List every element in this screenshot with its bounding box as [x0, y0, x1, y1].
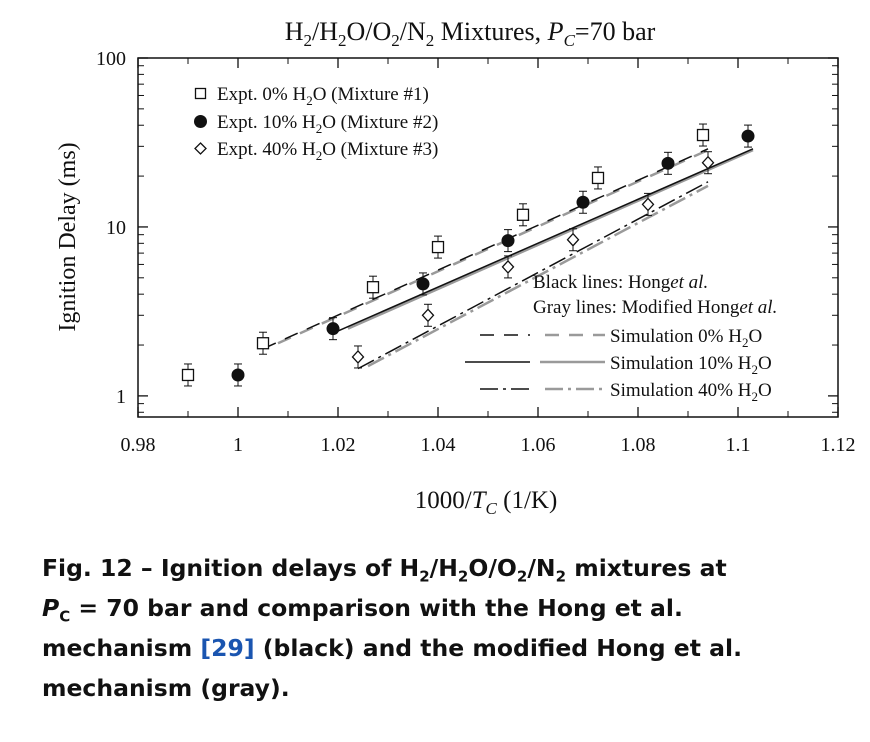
citation-link[interactable]: [29] [200, 634, 255, 662]
simulation-lines [262, 148, 754, 370]
legend-label-sim-0: Simulation 0% H2O [610, 326, 762, 350]
legend-simulations: Simulation 0% H2O Simulation 10% H2O Sim… [465, 326, 772, 404]
mixture-1-point [181, 368, 195, 382]
x-tick-label: 1.02 [321, 434, 356, 456]
mixture-1-point [516, 208, 530, 221]
legend-diamond-icon [194, 142, 207, 155]
mixture-3-point [566, 232, 580, 247]
y-axis-label: Ignition Delay (ms) [55, 142, 81, 331]
mixture-2-point [416, 277, 430, 291]
mixture-3-point [641, 197, 655, 212]
ignition-delay-chart: H2/H2O/O2/N2 Mixtures, PC=70 bar 0.98 1 1.… [55, 17, 856, 518]
x-tick-label: 0.98 [121, 434, 156, 456]
y-tick-label: 10 [106, 217, 126, 239]
x-axis-label: 1000/TC (1/K) [415, 487, 558, 518]
legend-label-mixture-2: Expt. 10% H2O (Mixture #2) [217, 112, 438, 136]
annotation-black-lines: Black lines: Honget al. [533, 272, 708, 293]
legend-circle-icon [194, 115, 207, 128]
legend-label-mixture-3: Expt. 40% H2O (Mixture #3) [217, 139, 438, 163]
legend-label-sim-10: Simulation 10% H2O [610, 353, 772, 377]
x-tick-label: 1.08 [621, 434, 656, 456]
sim-10pct-gray-line [347, 148, 754, 330]
axis-ticks [137, 57, 839, 417]
legend-label-sim-40: Simulation 40% H2O [610, 380, 772, 404]
mixture-3-point [351, 349, 365, 364]
mixture-2-point [231, 368, 245, 382]
x-tick-label: 1.1 [726, 434, 751, 456]
sim-0pct-black-line [262, 148, 709, 350]
x-tick-label: 1.04 [421, 434, 456, 456]
mixture-3-point [701, 155, 715, 170]
x-tick-label: 1.06 [521, 434, 556, 456]
data-markers [181, 123, 755, 387]
mixture-3-point [501, 259, 515, 274]
sim-40pct-gray-line [367, 184, 709, 368]
mixture-2-point [576, 195, 590, 209]
mixture-1-point [696, 128, 710, 142]
x-tick-label: 1.12 [821, 434, 856, 456]
axis-tick-labels: 0.98 1 1.02 1.04 1.06 1.08 1.1 1.12 1 10 100 [96, 48, 856, 456]
mixture-2-point [661, 156, 675, 170]
mixture-1-point [431, 240, 445, 254]
legend-label-mixture-1: Expt. 0% H2O (Mixture #1) [217, 84, 429, 108]
mixture-2-point [501, 234, 515, 248]
chart-title: H2/H2O/O2/N2 Mixtures, PC=70 bar [285, 17, 656, 50]
y-tick-label: 1 [116, 386, 126, 408]
annotation-gray-lines: Gray lines: Modified Honget al. [533, 297, 777, 318]
legend-square-icon [194, 87, 207, 100]
mixture-3-point [421, 308, 435, 323]
mixture-1-point [256, 337, 270, 350]
figure-caption: Fig. 12 – Ignition delays of H2/H2O/O2/N… [42, 554, 742, 702]
mixture-1-point [591, 171, 605, 185]
mixture-2-point [326, 322, 340, 336]
y-tick-label: 100 [96, 48, 126, 70]
sim-0pct-gray-line [277, 148, 709, 345]
legend-experiments: Expt. 0% H2O (Mixture #1) Expt. 10% H2O … [194, 84, 438, 163]
sim-40pct-black-line [357, 181, 709, 370]
x-tick-label: 1 [233, 434, 243, 456]
mixture-1-point [366, 281, 380, 294]
sim-10pct-black-line [332, 148, 754, 334]
mixture-2-point [741, 129, 755, 143]
